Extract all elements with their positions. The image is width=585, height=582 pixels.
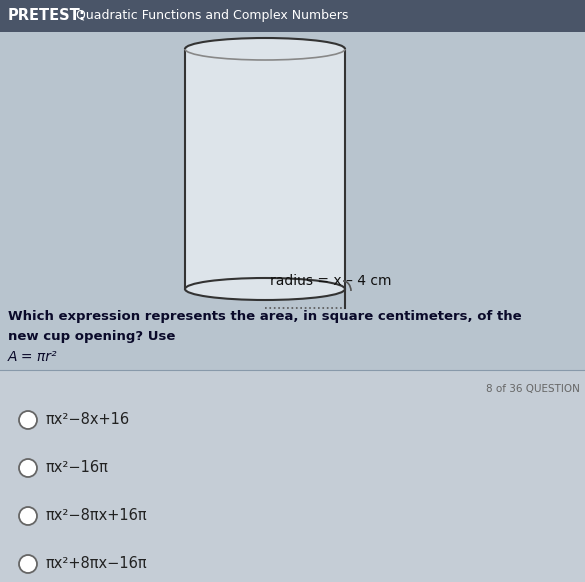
Circle shape: [19, 507, 37, 525]
Bar: [185, 49, 345, 289]
Text: Quadratic Functions and Complex Numbers: Quadratic Functions and Complex Numbers: [72, 9, 349, 23]
Circle shape: [19, 459, 37, 477]
Text: PRETEST:: PRETEST:: [8, 9, 86, 23]
Text: πx²−8πx+16π: πx²−8πx+16π: [46, 509, 147, 523]
Text: πx²−8x+16: πx²−8x+16: [46, 413, 130, 428]
Circle shape: [19, 411, 37, 429]
Ellipse shape: [185, 278, 345, 300]
Ellipse shape: [185, 38, 345, 60]
Text: πx²−16π: πx²−16π: [46, 460, 109, 475]
Text: A = πr²: A = πr²: [8, 350, 58, 364]
Text: 8 of 36 QUESTION: 8 of 36 QUESTION: [486, 384, 580, 394]
Circle shape: [19, 555, 37, 573]
Text: radius = x – 4 cm: radius = x – 4 cm: [270, 274, 391, 288]
Bar: [0, 370, 585, 582]
Text: πx²+8πx−16π: πx²+8πx−16π: [46, 556, 147, 572]
Bar: [0, 0, 585, 32]
Text: Which expression represents the area, in square centimeters, of the: Which expression represents the area, in…: [8, 310, 522, 323]
Text: new cup opening? Use: new cup opening? Use: [8, 330, 175, 343]
